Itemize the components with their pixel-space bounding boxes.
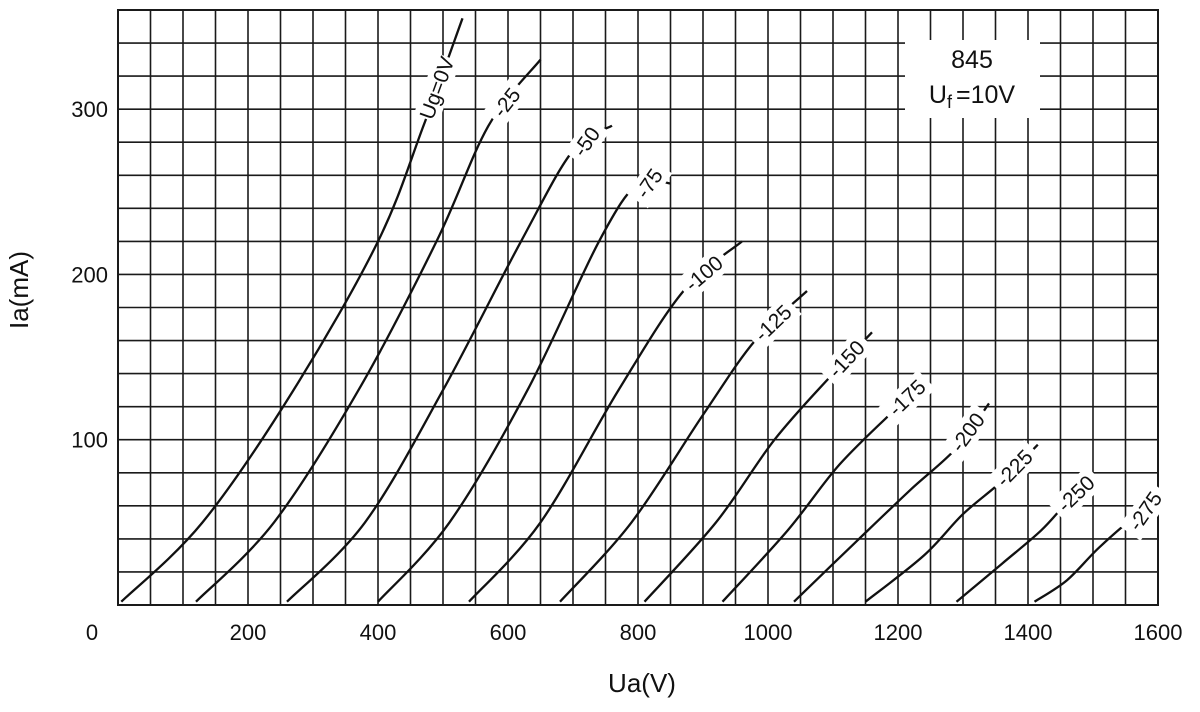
curve-label-background	[674, 246, 734, 301]
filament-symbol: U	[929, 81, 947, 109]
curve-label-background	[413, 52, 461, 124]
x-tick-label: 1000	[744, 620, 793, 645]
curve-labels: Ug=0V -25-50-75-100-125-150-175-200-225-2…	[413, 52, 1172, 541]
curve-label-background	[1047, 465, 1105, 522]
curve-label-group: -275	[1119, 481, 1172, 541]
curve-line	[286, 124, 613, 603]
x-tick-label: 1600	[1134, 620, 1183, 645]
y-tick-label: 300	[71, 97, 108, 122]
curve-label-background	[941, 402, 995, 462]
x-tick-labels: 0 200 400 600 800 1000 1200 1400 1600	[86, 620, 1183, 645]
curve-label-background	[818, 330, 875, 388]
y-axis-label: Ia(mA)	[4, 251, 34, 329]
y-tick-labels: 100 200 300	[71, 97, 108, 453]
curve-label-group: -25	[483, 77, 531, 128]
info-box-background	[905, 40, 1040, 118]
y-tick-label: 100	[71, 428, 108, 453]
curve-label-group: -200	[941, 402, 995, 462]
x-tick-label: 1400	[1004, 620, 1053, 645]
curve-line	[120, 17, 464, 603]
curve-label-background	[1119, 481, 1172, 541]
y-tick-label: 200	[71, 262, 108, 287]
curve-label-background	[744, 295, 802, 352]
plot-frame	[117, 9, 1159, 606]
x-tick-label: 400	[360, 620, 397, 645]
curve-label: Ug=0V	[416, 54, 460, 123]
curve-label-background	[986, 439, 1043, 497]
filament-value: =10V	[956, 81, 1015, 109]
x-tick-label: 1200	[874, 620, 923, 645]
curve-label-background	[626, 158, 673, 209]
tube-type: 845	[951, 46, 993, 74]
filament-voltage: Uf =10V	[929, 81, 1015, 112]
x-tick-label: 0	[86, 620, 98, 645]
curve-line	[195, 58, 542, 603]
filament-subscript: f	[947, 92, 953, 112]
curve-label-background	[563, 116, 610, 167]
curve-label-group: Ug=0V	[413, 52, 461, 124]
info-box: 845 Uf =10V	[905, 40, 1040, 118]
x-tick-label: 600	[490, 620, 527, 645]
x-tick-label: 200	[230, 620, 267, 645]
x-axis-label: Ua(V)	[608, 668, 676, 698]
x-tick-label: 800	[620, 620, 657, 645]
curve-label-background	[878, 369, 936, 427]
curve-label-background	[483, 77, 531, 128]
